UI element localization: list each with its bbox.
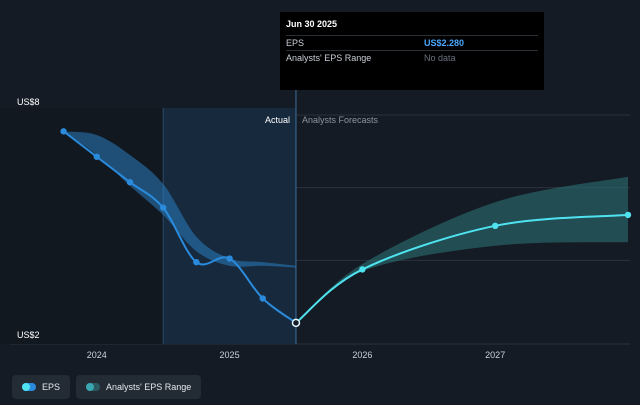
tooltip-date: Jun 30 2025 [286, 19, 338, 29]
range-band-actual [63, 131, 296, 268]
eps-points [60, 128, 632, 328]
x-tick-label: 2025 [220, 350, 240, 360]
eps-point [126, 179, 134, 186]
tooltip-row-eps: EPS US$2.280 [286, 35, 538, 50]
tooltip-row-range: Analysts' EPS Range No data [286, 50, 538, 65]
range-bands [63, 131, 628, 323]
eps-point [491, 222, 499, 230]
legend-item-eps[interactable]: EPS [12, 375, 71, 399]
eps-line-forecast [295, 213, 629, 324]
x-tick-label: 2024 [87, 350, 107, 360]
eps-lines [62, 130, 629, 324]
range-band-forecast [295, 176, 628, 323]
y-tick-label: US$2 [17, 330, 40, 340]
legend-eps-label: EPS [42, 382, 61, 392]
eps-point [93, 153, 100, 160]
eps-point-current [291, 318, 301, 328]
x-tick-label: 2027 [485, 350, 505, 360]
legend-item-range[interactable]: Analysts' EPS Range [76, 375, 202, 399]
eps-point [226, 255, 233, 262]
eps-point [359, 266, 366, 273]
actual-label: Actual [265, 115, 290, 125]
range-legend-icon [86, 383, 101, 391]
tooltip-eps-label: EPS [286, 38, 305, 48]
eps-point [193, 258, 200, 266]
forecast-label: Analysts Forecasts [302, 115, 379, 125]
eps-point [60, 128, 67, 135]
tooltip-eps-value: US$2.280 [424, 38, 465, 48]
legend-range-label: Analysts' EPS Range [106, 382, 192, 392]
eps-legend-icon [22, 383, 36, 391]
tooltip-range-label: Analysts' EPS Range [286, 53, 372, 63]
chart-labels: US$8 US$2 2024 2025 2026 2027 Actual Analysts F… [17, 97, 505, 360]
eps-point [159, 204, 167, 211]
x-tick-label: 2026 [352, 350, 372, 360]
eps-line-actual [62, 130, 297, 324]
tooltip-range-value: No data [424, 53, 456, 63]
y-tick-label: US$8 [17, 97, 40, 107]
legend: EPS Analysts' EPS Range [12, 375, 202, 399]
tooltip: Jun 30 2025 EPS US$2.280 Analysts' EPS R… [280, 12, 544, 90]
eps-point [624, 211, 632, 219]
highlight-region [0, 12, 297, 344]
eps-point [259, 295, 266, 302]
